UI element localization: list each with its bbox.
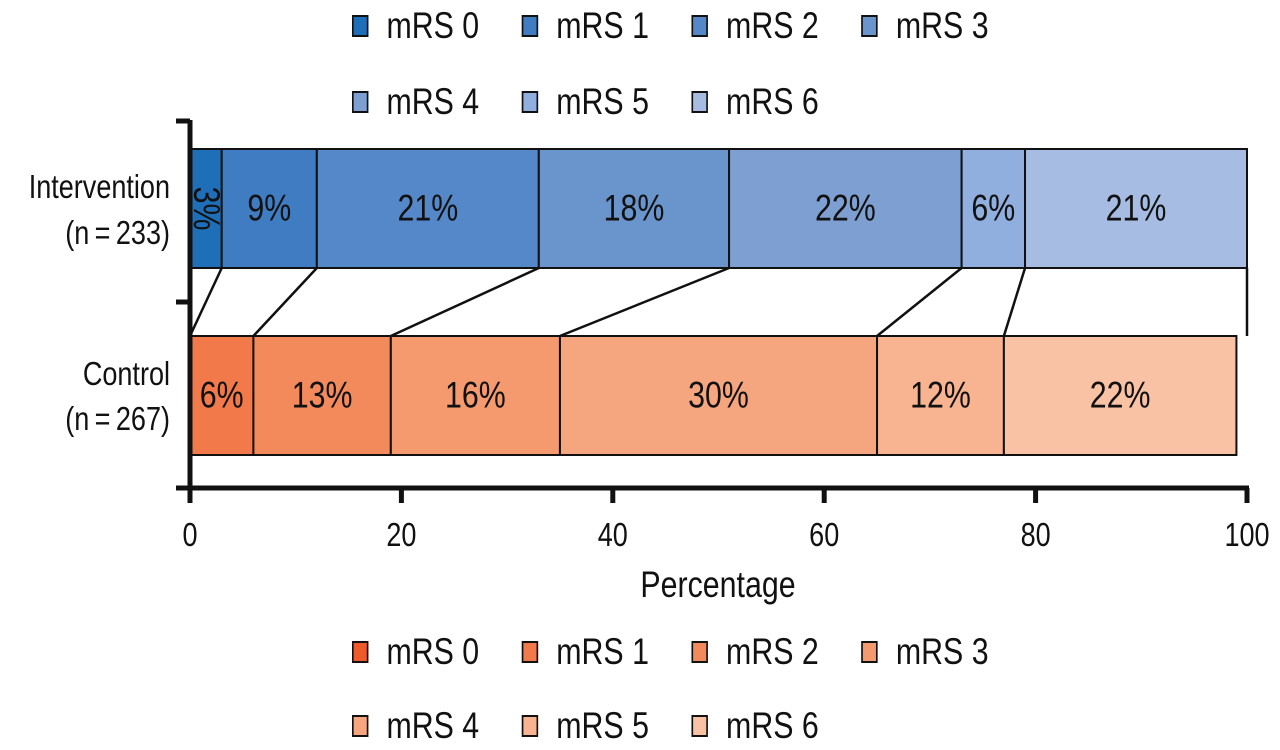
legend-swatch (352, 641, 369, 663)
bar-segment-intervention-mrs-6 (1024, 148, 1249, 269)
legend-swatch (691, 715, 709, 737)
legend-label: mRS 2 (726, 631, 819, 672)
legend-label: mRS 2 (726, 5, 819, 46)
bar-segment-control-mrs-4 (558, 335, 879, 456)
x-tick-label: 80 (1021, 518, 1051, 554)
axes (176, 118, 1249, 491)
legend-label: mRS 5 (556, 705, 649, 746)
legend-item-intervention-mrs-4: mRS 4 (352, 81, 479, 123)
bar-segment-control-mrs-3 (389, 335, 561, 456)
legend-item-intervention-mrs-6: mRS 6 (691, 81, 819, 123)
legend-label: mRS 4 (386, 81, 480, 122)
connector-line-mrs-3 (559, 266, 730, 338)
connector-line-mrs-1 (252, 267, 318, 337)
legend-intervention: mRS 0 mRS 1 mRS 2 mRS 3 mRS 4 mRS 5 mRS 6 (352, 2, 1031, 126)
legend-item-intervention-mrs-5: mRS 5 (521, 81, 649, 123)
legend-item-control-mrs-3: mRS 3 (861, 631, 989, 673)
bar-segment-control-mrs-5 (876, 335, 1005, 456)
data-label-intervention-mrs-4: 22% (815, 188, 876, 230)
legend-swatch (521, 715, 539, 737)
legend-swatch (521, 641, 539, 663)
data-label-control-mrs-4: 30% (688, 375, 749, 417)
legend-swatch (691, 91, 709, 113)
legend-item-intervention-mrs-3: mRS 3 (861, 5, 989, 47)
x-ticks: 0 20 40 60 80 100 (182, 488, 1270, 554)
bar-segment-intervention-mrs-4 (728, 148, 963, 269)
legend-swatch (691, 641, 709, 663)
legend-item-control-mrs-1: mRS 1 (521, 631, 649, 673)
connector-line-mrs-0 (188, 267, 223, 337)
legend-label: mRS 3 (895, 631, 989, 672)
x-tick-label: 60 (809, 518, 839, 554)
bar-segment-intervention-mrs-2 (315, 148, 540, 269)
y-category-labels: Intervention (n = 233) Control (n = 267) (29, 170, 170, 438)
bar-segment-control-mrs-6 (1002, 335, 1238, 456)
y-label-control-line2: (n = 267) (65, 402, 170, 438)
x-tick-label: 20 (386, 518, 416, 554)
data-label-intervention-mrs-5: 6% (971, 188, 1015, 230)
legend-row: mRS 4 mRS 5 mRS 6 (352, 78, 1031, 126)
legend-swatch (521, 15, 539, 37)
legend-item-control-mrs-5: mRS 5 (521, 705, 649, 747)
legend-control: mRS 0 mRS 1 mRS 2 mRS 3 mRS 4 mRS 5 mRS 6 (352, 628, 1031, 750)
legend-item-control-mrs-6: mRS 6 (691, 705, 819, 747)
legend-label: mRS 5 (556, 81, 649, 122)
legend-item-control-mrs-2: mRS 2 (691, 631, 819, 673)
legend-label: mRS 6 (726, 705, 819, 746)
data-label-control-mrs-6: 22% (1090, 375, 1151, 417)
x-tick-label: 0 (182, 518, 197, 554)
legend-row: mRS 0 mRS 1 mRS 2 mRS 3 (352, 628, 1031, 676)
legend-swatch (861, 641, 878, 663)
y-label-intervention-line2: (n = 233) (65, 216, 170, 252)
legend-row: mRS 4 mRS 5 mRS 6 (352, 702, 1031, 750)
bar-segment-control-mrs-1 (189, 335, 255, 456)
legend-row: mRS 0 mRS 1 mRS 2 mRS 3 (352, 2, 1031, 50)
x-tick-label: 100 (1224, 518, 1269, 554)
data-label-control-mrs-1: 6% (200, 375, 244, 417)
connector-lines (188, 266, 1249, 338)
bars: 3% 9% 21% 18% 22% 6% 21%6% 13% 16% 30% 12% 22% (185, 148, 1249, 456)
legend-swatch (521, 91, 539, 113)
legend-label: mRS 1 (556, 631, 649, 672)
connector-line-mrs-5 (1002, 267, 1027, 337)
y-label-intervention-line1: Intervention (29, 170, 170, 206)
data-label-control-mrs-3: 16% (445, 375, 506, 417)
legend-item-intervention-mrs-0: mRS 0 (352, 5, 479, 47)
x-tick-label: 40 (598, 518, 628, 554)
bar-segment-intervention-mrs-5 (960, 148, 1027, 269)
bar-segment-intervention-mrs-1 (220, 148, 318, 269)
legend-item-control-mrs-4: mRS 4 (352, 705, 479, 747)
connector-line-mrs-4 (876, 267, 963, 337)
data-label-control-mrs-2: 13% (292, 375, 353, 417)
data-label-intervention-mrs-1: 9% (247, 188, 291, 230)
y-label-control-line1: Control (83, 357, 170, 393)
legend-item-intervention-mrs-2: mRS 2 (691, 5, 819, 47)
data-label-intervention-mrs-6: 21% (1106, 188, 1167, 230)
legend-swatch (352, 15, 369, 37)
legend-item-control-mrs-0: mRS 0 (352, 631, 479, 673)
data-label-intervention-mrs-2: 21% (397, 188, 458, 230)
legend-label: mRS 0 (386, 5, 480, 46)
legend-label: mRS 1 (556, 5, 649, 46)
legend-label: mRS 0 (386, 631, 480, 672)
connector-line-mrs-2 (390, 266, 540, 338)
data-label-intervention-mrs-3: 18% (604, 188, 665, 230)
data-label-control-mrs-5: 12% (910, 375, 971, 417)
legend-label: mRS 3 (895, 5, 989, 46)
legend-item-intervention-mrs-1: mRS 1 (521, 5, 649, 47)
legend-swatch (861, 15, 878, 37)
legend-label: mRS 4 (386, 705, 480, 746)
legend-label: mRS 6 (726, 81, 819, 122)
legend-swatch (352, 715, 369, 737)
x-axis-title: Percentage (640, 564, 795, 606)
legend-swatch (352, 91, 369, 113)
legend-swatch (691, 15, 709, 37)
bar-segment-control-mrs-2 (252, 335, 392, 456)
